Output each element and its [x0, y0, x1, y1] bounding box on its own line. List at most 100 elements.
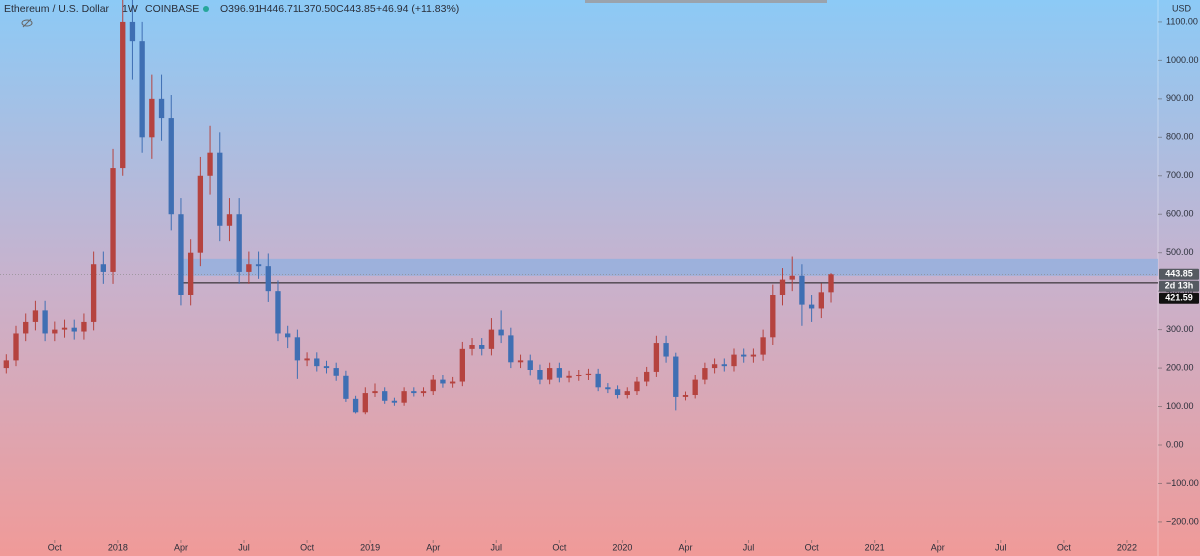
candle-body [149, 98, 155, 138]
candle-body [285, 333, 291, 338]
candle-body [265, 266, 271, 292]
candle-body [721, 364, 727, 367]
candle-body [760, 337, 766, 355]
candle-body [352, 398, 359, 413]
candle-body [517, 360, 524, 363]
candle-body [362, 393, 368, 413]
candle-body [120, 21, 126, 169]
candle-body [13, 333, 19, 361]
candle-body [217, 152, 223, 226]
candle-body [673, 356, 679, 397]
candle-body [556, 368, 563, 378]
candle-body [42, 310, 48, 334]
candle-body [207, 152, 213, 176]
candle-body [129, 21, 136, 42]
ohlc-open: O396.91 [220, 3, 260, 15]
candle-body [304, 358, 310, 361]
candle-body [90, 264, 97, 322]
y-tick-label: 900.00 [1166, 93, 1194, 103]
countdown-label: 2d 13h [1165, 281, 1194, 291]
x-tick-label: Jul [238, 542, 250, 552]
candle-body [61, 327, 68, 330]
x-tick-label: 2019 [360, 542, 380, 552]
candle-body [255, 264, 262, 267]
candle-body [81, 321, 87, 332]
candle-body [294, 337, 301, 361]
candle-body [770, 295, 776, 338]
candle-body [420, 391, 427, 394]
candle-body [459, 348, 465, 382]
candle-body [692, 379, 698, 395]
candle-body [808, 304, 815, 309]
candle-body [139, 41, 145, 138]
candle-body [566, 375, 572, 378]
y-tick-label: 800.00 [1166, 132, 1194, 142]
x-tick-label: Jul [491, 542, 503, 552]
candle-body [197, 175, 204, 253]
candle-body [100, 264, 107, 272]
candle-body [653, 343, 660, 372]
candle-body [32, 310, 39, 322]
x-tick-label: Oct [48, 542, 63, 552]
candle-body [440, 379, 446, 384]
candle-body [595, 373, 601, 388]
currency: USD [1172, 3, 1192, 13]
candle-body [226, 214, 233, 226]
header: Ethereum / U.S. Dollar 1W COINBASE O396.… [4, 3, 1192, 28]
candle-body [110, 168, 116, 272]
plot [0, 0, 1159, 415]
x-tick-label: Apr [174, 542, 188, 552]
candle-body [449, 381, 456, 384]
candle-body [52, 329, 58, 334]
candle-body [731, 354, 737, 367]
x-tick-label: Apr [426, 542, 440, 552]
candle-body [23, 321, 29, 334]
candle-body [702, 368, 708, 380]
symbol-title: Ethereum / U.S. Dollar [4, 3, 110, 15]
candle-body [711, 364, 718, 369]
x-tick-label: 2018 [108, 542, 128, 552]
candle-body [236, 214, 242, 272]
y-tick-label: 500.00 [1166, 247, 1194, 257]
y-tick-label: 0.00 [1166, 439, 1184, 449]
x-tick-label: 2021 [865, 542, 885, 552]
ohlc-low: L370.50 [298, 3, 336, 15]
y-tick-label: 600.00 [1166, 209, 1194, 219]
exchange: COINBASE [145, 3, 199, 15]
candle-body [430, 379, 436, 392]
candle-body [585, 373, 592, 375]
candle-body [401, 391, 407, 403]
candle-body [799, 275, 805, 305]
x-tick-label: Jul [743, 542, 755, 552]
visibility-icon[interactable] [21, 18, 33, 28]
interval: 1W [122, 3, 138, 15]
candle-body [789, 275, 795, 280]
candle-body [168, 118, 174, 215]
candle-body [634, 381, 640, 392]
candle-body [187, 252, 194, 295]
candle-body [333, 368, 339, 376]
hline-label-box [1159, 292, 1199, 304]
candle-body [343, 375, 349, 399]
x-tick-label: Apr [931, 542, 945, 552]
resistance-zone [180, 258, 1159, 276]
candle-body [614, 389, 621, 395]
candle-body [158, 98, 165, 119]
hline-label: 421.59 [1165, 293, 1193, 303]
countdown-label-box [1159, 280, 1199, 292]
x-tick-label: Oct [805, 542, 820, 552]
candle-body [741, 354, 747, 357]
candle-body [488, 329, 495, 349]
y-tick-label: 200.00 [1166, 362, 1194, 372]
status-dot [203, 6, 209, 12]
y-tick-label: 1100.00 [1166, 16, 1198, 26]
candle-body [382, 391, 388, 401]
y-tick-label: 1000.00 [1166, 55, 1199, 65]
candle-body [576, 375, 582, 376]
candle-body [527, 360, 533, 370]
y-tick-label: 700.00 [1166, 170, 1194, 180]
candle-body [779, 279, 786, 295]
candle-body [246, 264, 252, 272]
y-tick-label: −100.00 [1166, 478, 1199, 488]
